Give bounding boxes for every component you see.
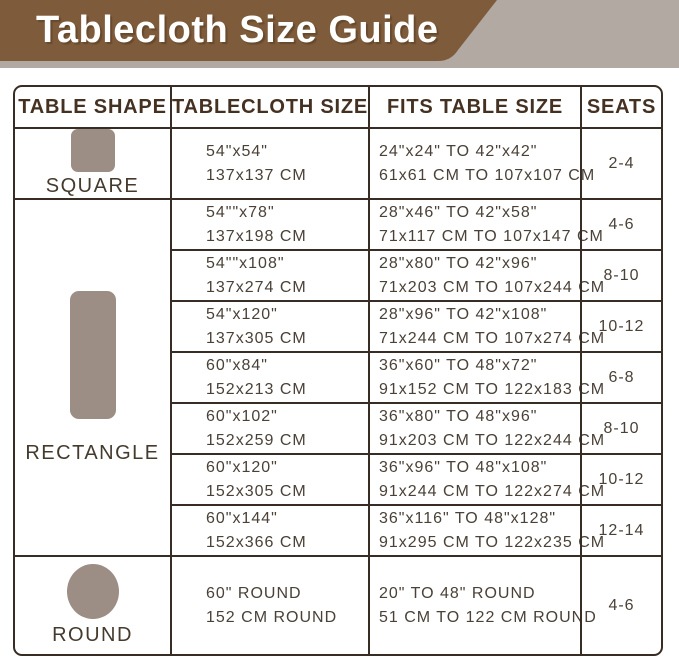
banner-ribbon: Tablecloth Size Guide — [0, 0, 500, 61]
shape-label-square: SQUARE — [45, 175, 140, 197]
fits-inches: 20" TO 48" ROUND — [379, 584, 536, 602]
table-cell-seats: 2-4 — [580, 127, 661, 198]
size-cm: 152x213 CM — [206, 380, 307, 398]
table-cell-seats: 4-6 — [580, 555, 661, 654]
column-header-seats: SEATS — [580, 87, 661, 127]
rectangle-shape-icon — [69, 290, 116, 419]
size-cm: 152x305 CM — [206, 482, 307, 500]
fits-inches: 36"x96" TO 48"x108" — [379, 458, 548, 476]
shape-cell-square: SQUARE — [15, 127, 170, 198]
size-inches: 54"x120" — [206, 305, 278, 323]
table-cell-fits: 20" TO 48" ROUND 51 CM TO 122 CM ROUND — [368, 555, 597, 654]
size-inches: 60" ROUND — [206, 584, 302, 602]
size-cm: 137x274 CM — [206, 278, 307, 296]
table-cell-fits: 24"x24" TO 42"x42" 61x61 CM TO 107x107 C… — [368, 127, 596, 198]
table-cell-size: 60"x120" 152x305 CM — [170, 453, 368, 504]
fits-cm: 91x203 CM TO 122x244 CM — [379, 431, 606, 449]
table-cell-fits: 36"x60" TO 48"x72" 91x152 CM TO 122x183 … — [368, 351, 606, 402]
table-cell-fits: 36"x96" TO 48"x108" 91x244 CM TO 122x274… — [368, 453, 606, 504]
table-cell-size: 54"x120" 137x305 CM — [170, 300, 368, 351]
fits-cm: 71x203 CM TO 107x244 CM — [379, 278, 606, 296]
fits-cm: 91x244 CM TO 122x274 CM — [379, 482, 606, 500]
table-cell-seats: 8-10 — [580, 249, 661, 300]
size-inches: 60"x144" — [206, 509, 278, 527]
size-cm: 152 CM ROUND — [206, 608, 338, 626]
fits-inches: 36"x116" TO 48"x128" — [379, 509, 557, 527]
shape-label-rectangle: RECTANGLE — [25, 441, 160, 464]
table-cell-fits: 28"x80" TO 42"x96" 71x203 CM TO 107x244 … — [368, 249, 606, 300]
fits-cm: 91x152 CM TO 122x183 CM — [379, 380, 606, 398]
table-cell-fits: 28"x96" TO 42"x108" 71x244 CM TO 107x274… — [368, 300, 606, 351]
size-cm: 152x366 CM — [206, 533, 307, 551]
fits-inches: 28"x96" TO 42"x108" — [379, 305, 548, 323]
table-cell-fits: 36"x80" TO 48"x96" 91x203 CM TO 122x244 … — [368, 402, 606, 453]
fits-cm: 91x295 CM TO 122x235 CM — [379, 533, 606, 551]
table-cell-size: 54""x78" 137x198 CM — [170, 198, 368, 249]
fits-inches: 36"x60" TO 48"x72" — [379, 356, 538, 374]
size-guide-table: TABLE SHAPE TABLECLOTH SIZE FITS TABLE S… — [13, 85, 663, 656]
fits-cm: 51 CM TO 122 CM ROUND — [379, 608, 597, 626]
column-header-fits-table-size: FITS TABLE SIZE — [368, 87, 580, 127]
size-cm: 137x305 CM — [206, 329, 307, 347]
table-cell-fits: 28"x46" TO 42"x58" 71x117 CM TO 107x147 … — [368, 198, 604, 249]
table-cell-size: 60" ROUND 152 CM ROUND — [170, 555, 368, 654]
shape-cell-rectangle: RECTANGLE — [15, 198, 170, 555]
table-cell-seats: 6-8 — [580, 351, 661, 402]
column-header-tablecloth-size: TABLECLOTH SIZE — [170, 87, 368, 127]
size-inches: 54""x78" — [206, 203, 275, 221]
table-cell-size: 60"x144" 152x366 CM — [170, 504, 368, 555]
fits-inches: 24"x24" TO 42"x42" — [379, 142, 538, 160]
table-cell-seats: 4-6 — [580, 198, 661, 249]
size-cm: 137x137 CM — [206, 166, 307, 184]
table-cell-size: 54""x108" 137x274 CM — [170, 249, 368, 300]
table-cell-size: 60"x84" 152x213 CM — [170, 351, 368, 402]
table-cell-fits: 36"x116" TO 48"x128" 91x295 CM TO 122x23… — [368, 504, 606, 555]
banner: Tablecloth Size Guide — [0, 0, 679, 68]
size-cm: 137x198 CM — [206, 227, 307, 245]
column-header-table-shape: TABLE SHAPE — [18, 95, 167, 118]
table-cell-size: 54"x54" 137x137 CM — [170, 127, 368, 198]
size-inches: 54"x54" — [206, 142, 268, 160]
size-cm: 152x259 CM — [206, 431, 307, 449]
fits-cm: 71x117 CM TO 107x147 CM — [379, 227, 604, 245]
table-cell-seats: 8-10 — [580, 402, 661, 453]
fits-cm: 71x244 CM TO 107x274 CM — [379, 329, 606, 347]
fits-cm: 61x61 CM TO 107x107 CM — [379, 166, 596, 184]
shape-label-round: ROUND — [52, 624, 133, 646]
shape-cell-round: ROUND — [15, 555, 170, 654]
size-inches: 60"x120" — [206, 458, 278, 476]
square-shape-icon — [70, 129, 115, 172]
table-cell-seats: 12-14 — [580, 504, 661, 555]
fits-inches: 28"x46" TO 42"x58" — [379, 203, 538, 221]
size-inches: 60"x84" — [206, 356, 268, 374]
table-cell-seats: 10-12 — [580, 300, 661, 351]
table-cell-size: 60"x102" 152x259 CM — [170, 402, 368, 453]
fits-inches: 28"x80" TO 42"x96" — [379, 254, 538, 272]
table-cell-seats: 10-12 — [580, 453, 661, 504]
page-title: Tablecloth Size Guide — [36, 9, 439, 51]
round-shape-icon — [66, 564, 119, 619]
size-inches: 54""x108" — [206, 254, 285, 272]
size-inches: 60"x102" — [206, 407, 278, 425]
fits-inches: 36"x80" TO 48"x96" — [379, 407, 538, 425]
